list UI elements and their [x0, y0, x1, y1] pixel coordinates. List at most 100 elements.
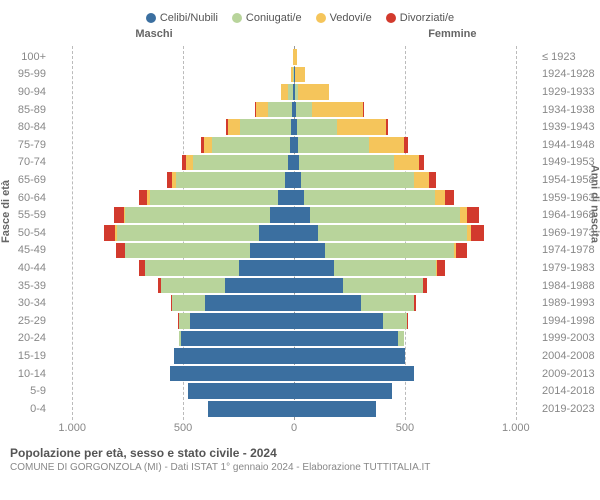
bar-segment [139, 190, 147, 206]
bar-segment [386, 119, 388, 135]
bar-segment [369, 137, 404, 153]
bar-cell [50, 171, 538, 189]
birth-year-label: 1939-1943 [538, 121, 600, 133]
bar-segment [281, 84, 288, 100]
bar-segment [268, 102, 292, 118]
male-bar [179, 331, 294, 347]
bar-segment [423, 278, 427, 294]
bar-segment [298, 137, 369, 153]
male-bar [178, 313, 294, 329]
bar-cell [50, 242, 538, 260]
bar-cell [50, 66, 538, 84]
female-bar [294, 225, 484, 241]
bar-segment [294, 366, 414, 382]
bar-segment [294, 207, 310, 223]
birth-year-label: 1924-1928 [538, 68, 600, 80]
age-label: 90-94 [0, 86, 50, 98]
age-label: 95-99 [0, 68, 50, 80]
female-bar [294, 348, 405, 364]
bar-segment [161, 278, 225, 294]
age-label: 85-89 [0, 104, 50, 116]
bar-segment [193, 155, 288, 171]
x-tick: 1.000 [502, 422, 530, 434]
female-bar [294, 137, 408, 153]
bar-segment [343, 278, 423, 294]
bar-cell [50, 118, 538, 136]
female-bar [294, 331, 404, 347]
male-bar [281, 84, 294, 100]
birth-year-label: 1994-1998 [538, 315, 600, 327]
chart-title: Popolazione per età, sesso e stato civil… [10, 446, 590, 460]
birth-year-label: 1949-1953 [538, 156, 600, 168]
bar-cell [50, 136, 538, 154]
birth-year-label: 1964-1968 [538, 209, 600, 221]
bar-segment [294, 313, 383, 329]
legend-label: Celibi/Nubili [160, 12, 218, 24]
age-row: 25-291994-1998 [0, 312, 600, 330]
birth-year-label: 2004-2008 [538, 350, 600, 362]
bar-segment [325, 243, 454, 259]
birth-year-label: ≤ 1923 [538, 51, 600, 63]
female-bar [294, 278, 427, 294]
header-male: Maschi [135, 28, 172, 40]
female-bar [294, 190, 454, 206]
birth-year-label: 2009-2013 [538, 368, 600, 380]
age-row: 5-92014-2018 [0, 382, 600, 400]
bar-segment [125, 207, 269, 223]
bar-cell [50, 206, 538, 224]
bar-segment [304, 190, 435, 206]
legend-label: Coniugati/e [246, 12, 302, 24]
bar-segment [414, 295, 416, 311]
age-row: 70-741949-1953 [0, 154, 600, 172]
bar-segment [212, 137, 290, 153]
age-row: 80-841939-1943 [0, 118, 600, 136]
male-bar [208, 401, 295, 417]
male-bar [114, 207, 294, 223]
bar-segment [310, 207, 461, 223]
age-row: 50-541969-1973 [0, 224, 600, 242]
male-bar [104, 225, 294, 241]
bar-cell [50, 259, 538, 277]
bar-cell [50, 347, 538, 365]
age-label: 15-19 [0, 350, 50, 362]
bar-segment [297, 119, 337, 135]
bar-segment [294, 295, 361, 311]
bar-segment [394, 155, 418, 171]
bar-cell [50, 294, 538, 312]
bar-segment [363, 102, 364, 118]
age-row: 30-341989-1993 [0, 294, 600, 312]
age-label: 0-4 [0, 403, 50, 415]
birth-year-label: 1984-1988 [538, 280, 600, 292]
female-bar [294, 383, 392, 399]
x-axis: 1.00050005001.000 [50, 422, 538, 440]
birth-year-label: 1959-1963 [538, 192, 600, 204]
bar-cell [50, 330, 538, 348]
bar-segment [435, 190, 445, 206]
age-row: 15-19 2004-2008 [0, 347, 600, 365]
age-row: 95-99 1924-1928 [0, 66, 600, 84]
bar-segment [445, 190, 454, 206]
bar-segment [125, 243, 249, 259]
bar-segment [429, 172, 436, 188]
legend-label: Divorziati/e [400, 12, 454, 24]
female-bar [294, 102, 364, 118]
bar-cell [50, 277, 538, 295]
chart-subtitle: COMUNE DI GORGONZOLA (MI) - Dati ISTAT 1… [10, 462, 590, 473]
female-bar [294, 67, 305, 83]
legend-item: Coniugati/e [232, 8, 302, 28]
bar-segment [181, 331, 294, 347]
female-bar [294, 260, 445, 276]
x-tick: 500 [174, 422, 192, 434]
birth-year-label: 2019-2023 [538, 403, 600, 415]
birth-year-label: 1929-1933 [538, 86, 600, 98]
bar-segment [179, 313, 190, 329]
age-label: 35-39 [0, 280, 50, 292]
male-bar [226, 119, 294, 135]
age-label: 65-69 [0, 174, 50, 186]
bar-segment [174, 348, 294, 364]
age-row: 0-4 2019-2023 [0, 400, 600, 418]
bar-segment [116, 243, 125, 259]
population-pyramid: Fasce di età Anni di nascita 1.000500050… [0, 46, 600, 440]
x-tick: 500 [396, 422, 414, 434]
bar-segment [294, 260, 334, 276]
